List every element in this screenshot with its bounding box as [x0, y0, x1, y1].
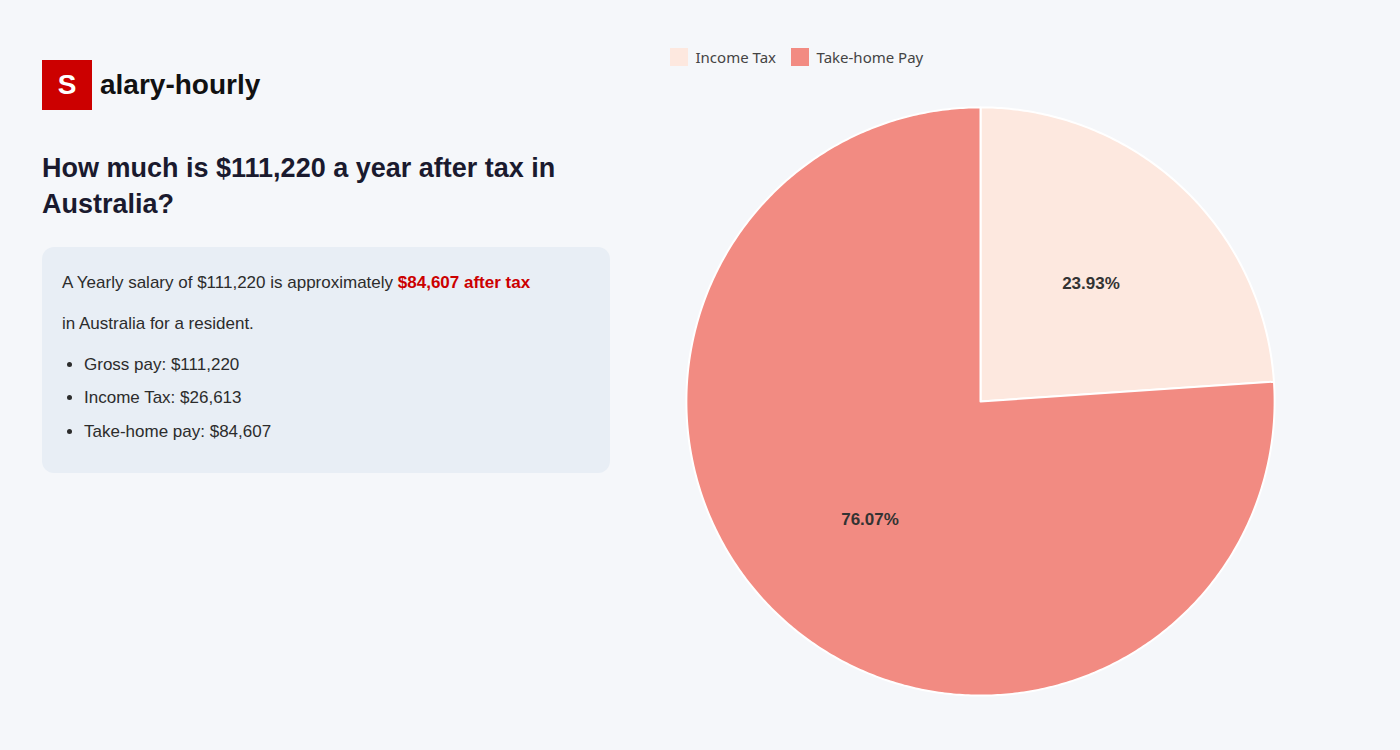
html-text:Income Tax: Income Tax: [695, 46, 776, 67]
svg-text:23.93%: 23.93%: [1062, 273, 1120, 292]
html-text:A Yearly salary of $111,220 is: A Yearly salary of $111,220 is approxima…: [62, 272, 531, 292]
html-text:alary-hourly: alary-hourly: [100, 69, 261, 100]
html-text:in Australia for a resident.: in Australia for a resident.: [62, 314, 254, 334]
html-text:Gross pay: $111,220: Gross pay: $111,220: [84, 355, 240, 375]
svg-text:76.07%: 76.07%: [841, 510, 899, 529]
html-text:How much is $111,220 a year af: How much is $111,220 a year after tax in…: [42, 153, 556, 220]
html-text:S: S: [57, 69, 77, 100]
html-text:Take-home pay: $84,607: Take-home pay: $84,607: [84, 421, 272, 441]
html-text:Income Tax: $26,613: Income Tax: $26,613: [84, 388, 242, 408]
html-text:Take-home Pay: Take-home Pay: [816, 46, 924, 67]
